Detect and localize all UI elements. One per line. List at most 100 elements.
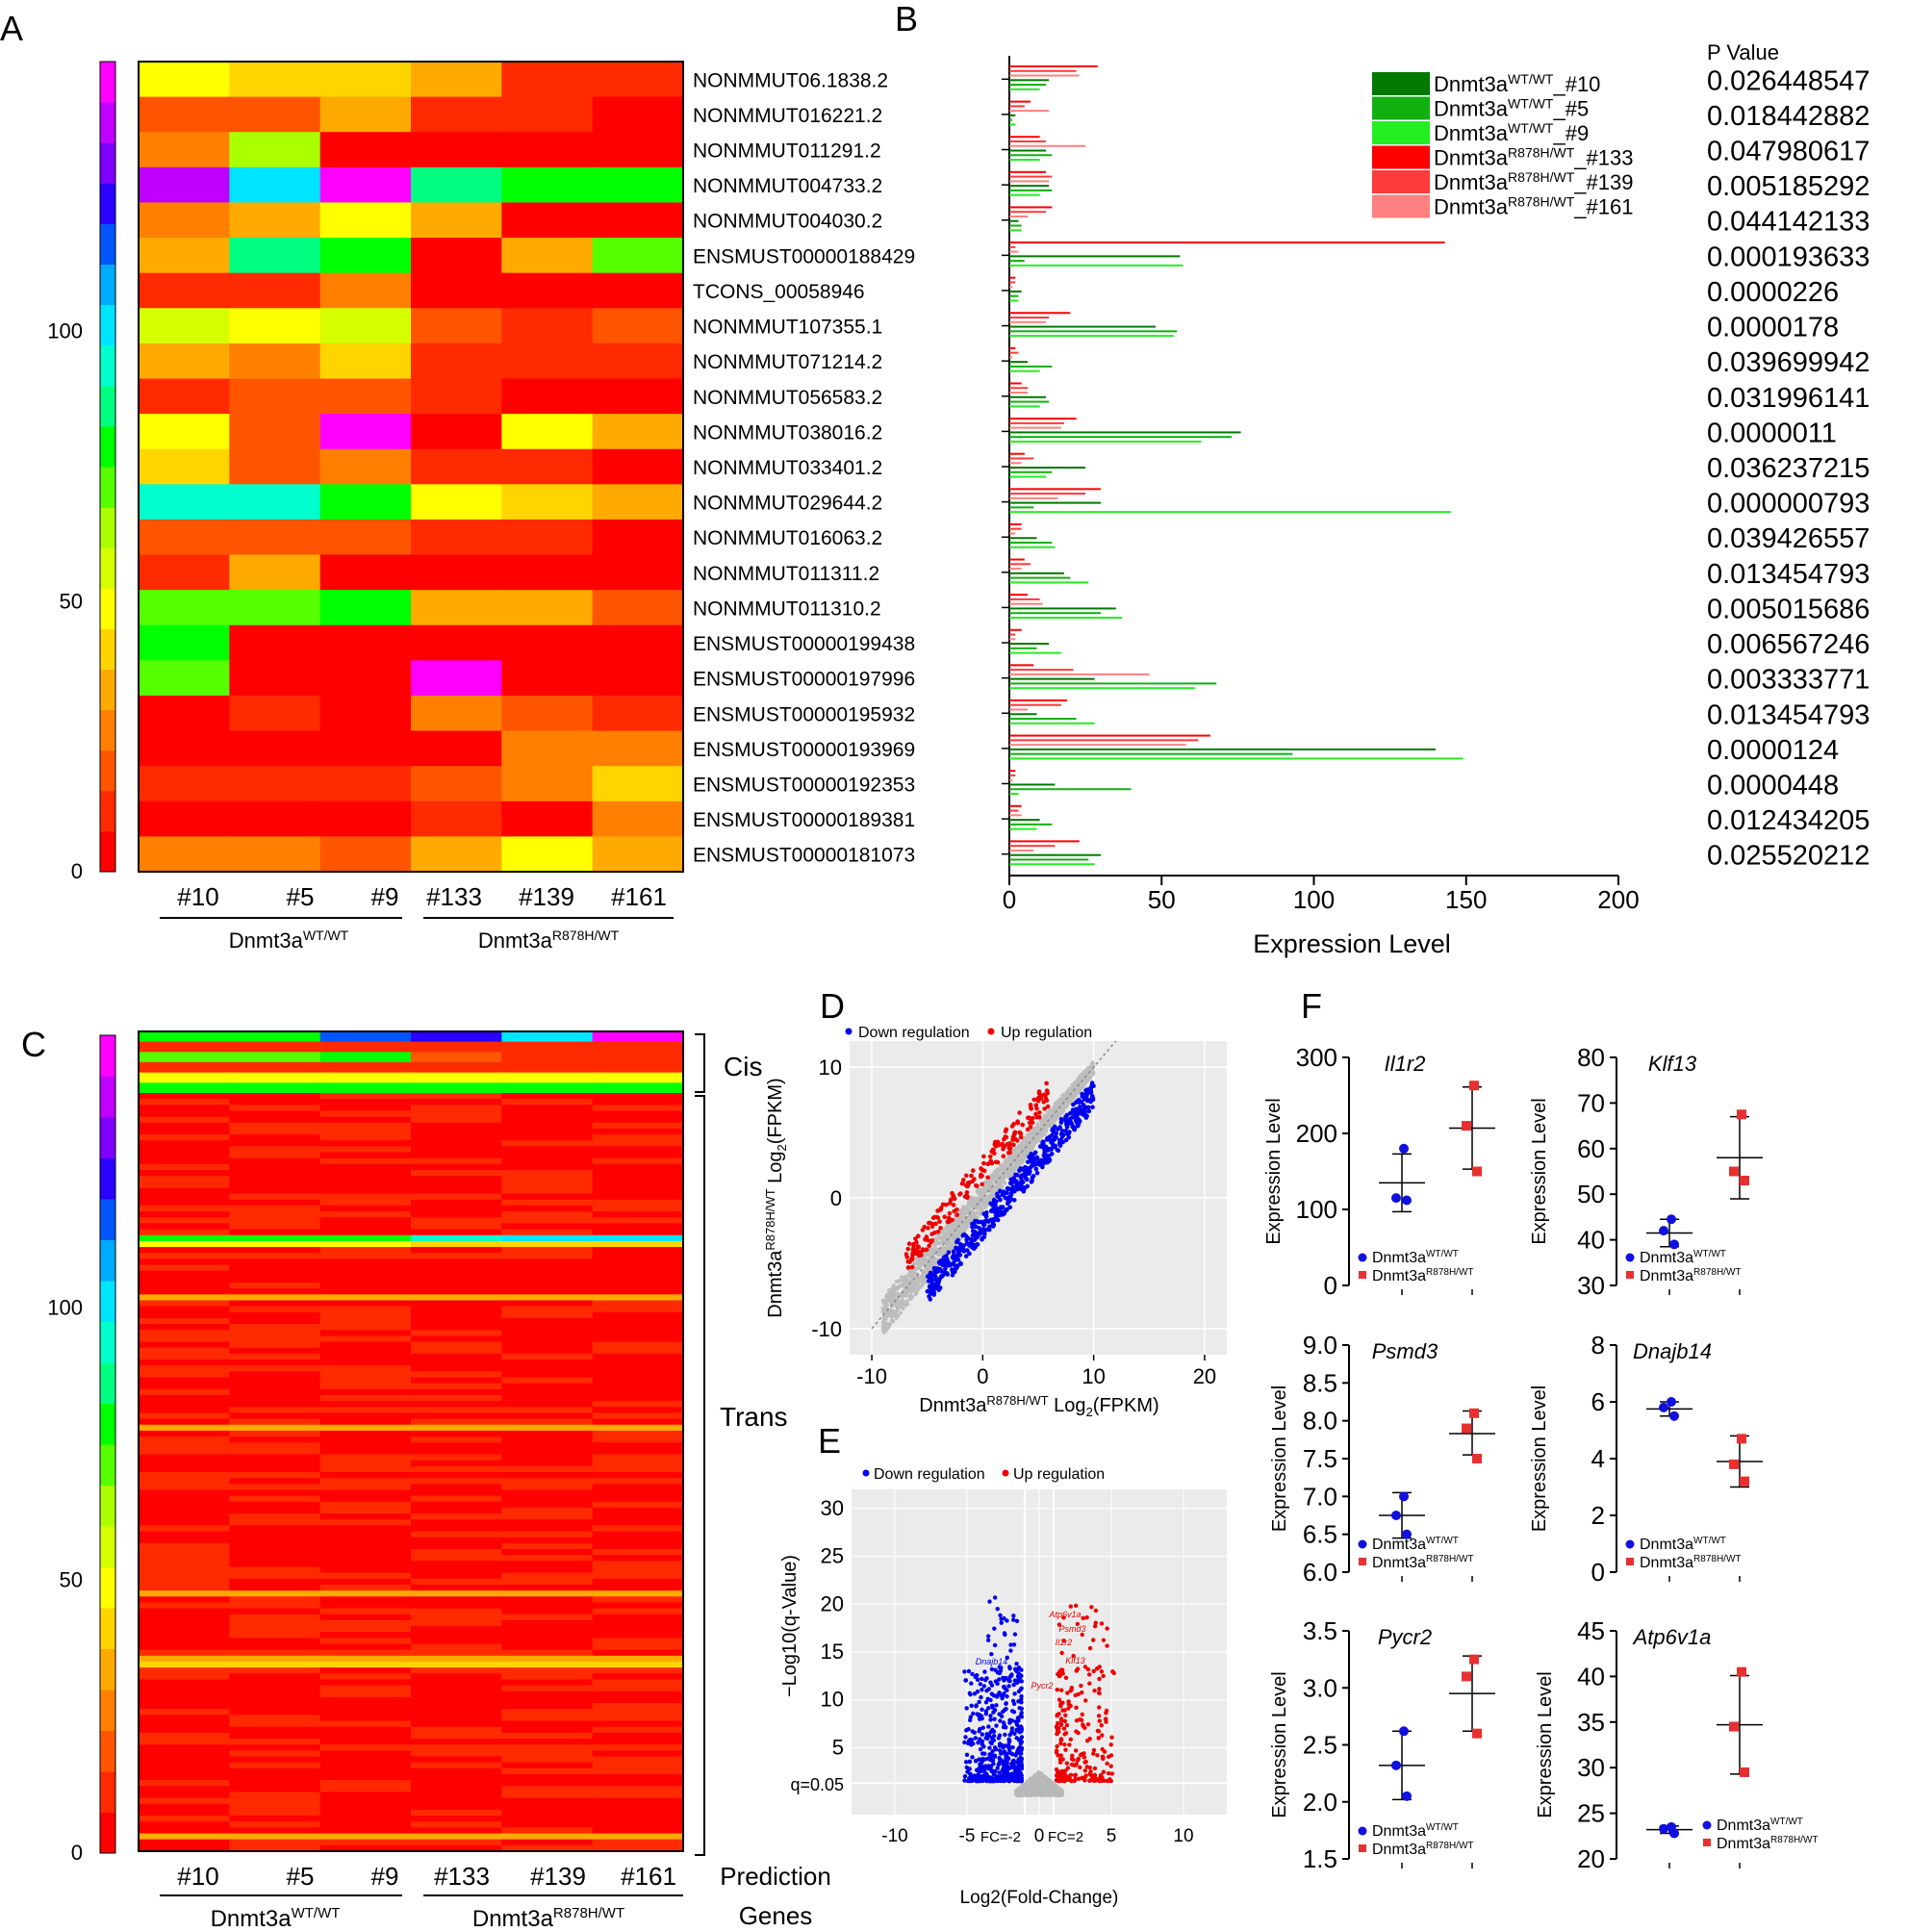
heatmap-cell [319,1844,412,1852]
heatmap-cell [501,695,594,732]
heatmap-cell [411,1667,502,1674]
heatmap-cell [229,801,321,837]
heatmap-cell [592,1537,684,1544]
heatmap-cell [139,1584,230,1591]
colorbar-segment [100,1526,115,1567]
heatmap-cell [501,1632,594,1639]
point-ns [922,1275,927,1280]
colorbar-segment [100,467,115,508]
heatmap-cell [139,1709,230,1716]
bar [1009,858,1089,861]
colorbar-segment [100,1117,115,1158]
heatmap-cell [501,484,594,521]
heatmap-cell [501,1229,594,1236]
heatmap-cell [139,62,230,98]
pvalue: 0.005185292 [1707,171,1870,202]
point-ns [1035,1135,1040,1140]
bar [1009,845,1056,848]
heatmap-cell [411,766,502,802]
heatmap-cell [139,1519,230,1526]
heatmap-cell [501,166,594,203]
heatmap-cell [319,1182,412,1188]
point-ns [1032,1779,1037,1784]
point-down [1000,1774,1005,1780]
point-up [1029,1106,1033,1111]
heatmap-cell [139,1052,230,1063]
point-ns [1076,1078,1081,1082]
heatmap-cell [592,1105,684,1111]
heatmap-cell [229,1335,321,1343]
point-up [964,1190,970,1195]
heatmap-cell [229,1041,321,1053]
point-ns [893,1312,898,1317]
heatmap-cell [501,1739,594,1745]
point-up [1017,1110,1022,1115]
heatmap-cell [592,1052,684,1063]
heatmap-cell [411,1833,502,1841]
point-down [1010,1744,1015,1750]
heatmap-cell [501,1619,594,1627]
bar [1009,175,1053,178]
colorbar-frame [99,1034,116,1854]
point-down [1002,1684,1006,1690]
heatmap-cell [592,1679,684,1687]
point-down [1067,1130,1072,1134]
heatmap-cell [411,1253,502,1259]
point-down [1052,1124,1057,1130]
point-down [1015,1769,1021,1774]
point-up [987,1154,993,1159]
heatmap-cell [229,1330,321,1336]
heatmap-cell [229,96,321,133]
bar [1009,778,1013,781]
heatmap-cell [229,1679,321,1687]
heatmap-cell [592,801,684,837]
heatmap-cell [319,1247,412,1254]
heatmap-cell [592,1258,684,1266]
heatmap-cell [319,1031,412,1043]
heatmap-cell [592,202,684,239]
heatmap-cell [139,1163,230,1171]
point-ns [933,1261,938,1266]
point-ns [1048,1110,1053,1115]
point-ns [1018,1787,1023,1792]
heatmap-cell [501,1052,594,1063]
heatmap-cell [592,1082,684,1094]
heatmap-cell [139,1780,230,1787]
bar [1009,431,1241,434]
heatmap-cell [139,1673,230,1680]
point-down [999,1209,1005,1214]
point-down [1005,1186,1010,1191]
heatmap-cell [139,801,230,837]
point-ns [1015,1157,1020,1162]
point-up [1045,1104,1051,1109]
point-up [959,1181,965,1186]
heatmap-cell [411,1353,502,1360]
point-down [980,1707,984,1713]
heatmap-cell [319,1401,412,1408]
heatmap-cell [139,1223,230,1231]
heatmap-cell [501,1110,594,1118]
point-ns [893,1301,898,1306]
heatmap-cell [592,1703,684,1710]
point-down [980,1688,984,1692]
heatmap-cell [319,1128,412,1135]
point-down [980,1778,984,1783]
point-down [979,1229,983,1233]
heatmap-cell [139,1182,230,1188]
heatmap-cell [501,730,594,767]
heatmap-cell [139,1211,230,1218]
heatmap-cell [319,1803,412,1811]
heatmap-cell [139,730,230,767]
heatmap-cell [319,1341,412,1349]
heatmap-cell [501,1223,594,1231]
bar [1009,546,1056,548]
point-down [980,1725,985,1730]
point-ns [969,1196,974,1201]
heatmap-cell [411,1105,502,1111]
point-up [1002,1136,1006,1142]
heatmap-cell [139,624,230,661]
heatmap-cell [501,1041,594,1053]
point-down [1084,1087,1090,1092]
point-down [1003,1707,1007,1713]
pvalue-header: P Value [1707,40,1779,64]
